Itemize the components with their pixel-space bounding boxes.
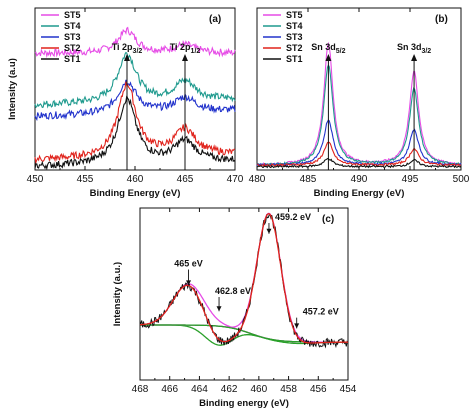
legend-label-st5: ST5 (286, 10, 303, 20)
legend-label-st3: ST3 (64, 32, 81, 42)
fit-envelope-line (139, 213, 348, 344)
series-line-st2 (34, 81, 236, 165)
x-tick-label: 456 (310, 384, 327, 395)
x-tick-label: 460 (127, 174, 144, 185)
x-axis-label: Binding Energy (eV) (314, 188, 405, 199)
x-tick-label: 495 (402, 174, 419, 185)
peak-arrow-head (182, 54, 188, 61)
peak-label: 457.2 eV (303, 307, 339, 317)
peak-label-arrow-head (216, 306, 222, 312)
x-tick-label: 485 (300, 174, 317, 185)
legend-label-st5: ST5 (64, 10, 81, 20)
peak-label-arrow-head (186, 280, 192, 286)
x-axis-label: Binding Energy (eV) (90, 188, 181, 199)
legend-label-st4: ST4 (64, 21, 81, 31)
x-tick-label: 455 (77, 174, 94, 185)
x-tick-label: 460 (251, 384, 268, 395)
x-tick-label: 464 (191, 384, 208, 395)
x-tick-label: 466 (161, 384, 178, 395)
x-tick-label: 454 (340, 384, 357, 395)
series-line-st1 (34, 95, 236, 171)
fit-component-4 (140, 324, 348, 345)
x-tick-label: 468 (132, 384, 149, 395)
series-line-st4 (34, 51, 236, 109)
peak-arrow-head (411, 54, 418, 61)
series-line-st3 (256, 119, 462, 167)
peak-arrow-head (124, 54, 130, 61)
legend-label-st1: ST1 (64, 54, 81, 64)
peak-annotation: Sn 3d3/2 (397, 42, 431, 55)
x-tick-label: 450 (27, 174, 44, 185)
legend-label-st2: ST2 (286, 43, 303, 53)
peak-arrow-head (325, 54, 332, 61)
legend-label-st3: ST3 (286, 32, 303, 42)
peak-annotation: Ti 2p1/2 (170, 42, 201, 55)
series-line-st4 (256, 64, 462, 167)
x-tick-label: 465 (177, 174, 194, 185)
y-axis-label: Intensity (a.u) (7, 58, 18, 120)
x-tick-label: 480 (249, 174, 266, 185)
peak-label: 459.2 eV (275, 212, 311, 222)
background-line (140, 324, 348, 343)
x-tick-label: 462 (221, 384, 238, 395)
peak-annotation: Sn 3d5/2 (311, 42, 345, 55)
series-line-st5 (34, 26, 236, 59)
legend-label-st2: ST2 (64, 43, 81, 53)
x-tick-label: 490 (351, 174, 368, 185)
peak-label: 465 eV (174, 258, 203, 268)
panel-label: (b) (435, 14, 448, 25)
x-tick-label: 470 (227, 174, 244, 185)
peak-annotation: Ti 2p3/2 (112, 42, 143, 55)
y-axis-label: Intensity (a.u.) (112, 262, 123, 326)
panel-label: (a) (209, 14, 221, 25)
x-axis-label: Binding energy (eV) (199, 398, 289, 409)
series-line-st3 (34, 79, 236, 122)
panel-label: (c) (322, 214, 334, 225)
peak-label-arrow-head (294, 323, 300, 329)
x-tick-label: 458 (280, 384, 297, 395)
series-line-st1 (256, 157, 462, 169)
raw-data-line (139, 213, 349, 349)
peak-label-arrow-head (266, 228, 272, 234)
legend-label-st4: ST4 (286, 21, 303, 31)
peak-label: 462.8 eV (215, 286, 251, 296)
legend-label-st1: ST1 (286, 54, 303, 64)
series-line-st2 (256, 141, 462, 167)
x-tick-label: 500 (453, 174, 470, 185)
